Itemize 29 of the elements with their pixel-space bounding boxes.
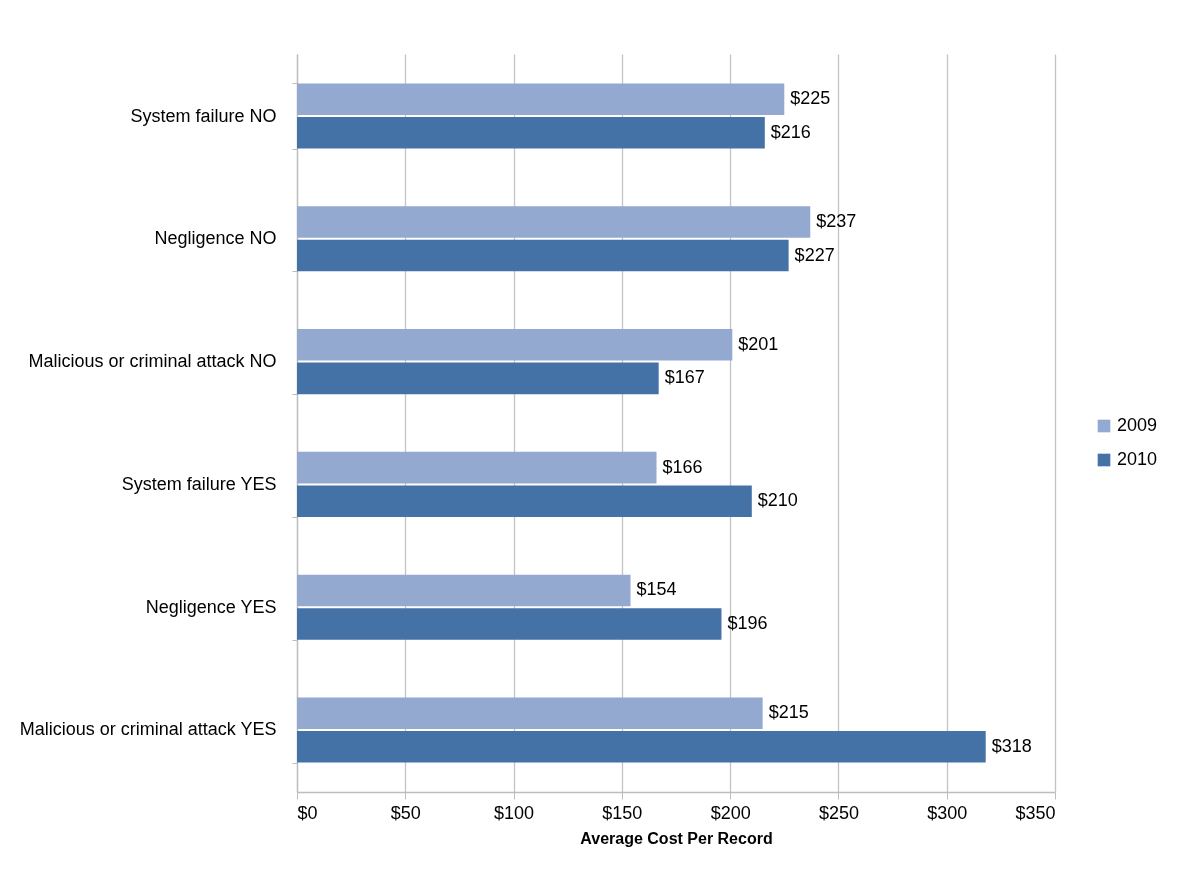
data-label: $216 (770, 121, 811, 142)
legend-label: 2009 (1117, 415, 1158, 435)
x-tick-label: $250 (818, 802, 859, 823)
y-tick-label: System failure YES (121, 473, 277, 494)
x-tick-label: $350 (1015, 802, 1056, 823)
data-label: $225 (790, 88, 831, 109)
y-tick-label: Negligence NO (154, 228, 277, 249)
x-axis-title: Average Cost Per Record (580, 829, 773, 847)
data-label: $201 (738, 333, 779, 354)
data-label: $215 (768, 702, 809, 723)
legend-label: 2010 (1117, 449, 1158, 469)
data-label: $227 (794, 244, 835, 265)
x-tick-label: $0 (297, 802, 318, 823)
x-tick-label: $100 (494, 802, 535, 823)
x-tick-label: $50 (390, 802, 421, 823)
data-label: $318 (991, 735, 1032, 756)
y-tick-label: Malicious or criminal attack NO (28, 351, 277, 372)
x-tick-label: $300 (927, 802, 968, 823)
data-label: $210 (757, 490, 798, 511)
y-tick-label: Malicious or criminal attack YES (19, 719, 277, 740)
data-label: $196 (727, 612, 768, 633)
y-tick-label: System failure NO (130, 105, 277, 126)
x-tick-label: $200 (710, 802, 751, 823)
data-label: $237 (816, 211, 857, 232)
data-label: $167 (664, 367, 705, 388)
x-tick-label: $150 (602, 802, 643, 823)
data-label: $166 (662, 456, 703, 477)
data-label: $154 (636, 579, 677, 600)
y-tick-label: Negligence YES (145, 596, 277, 617)
